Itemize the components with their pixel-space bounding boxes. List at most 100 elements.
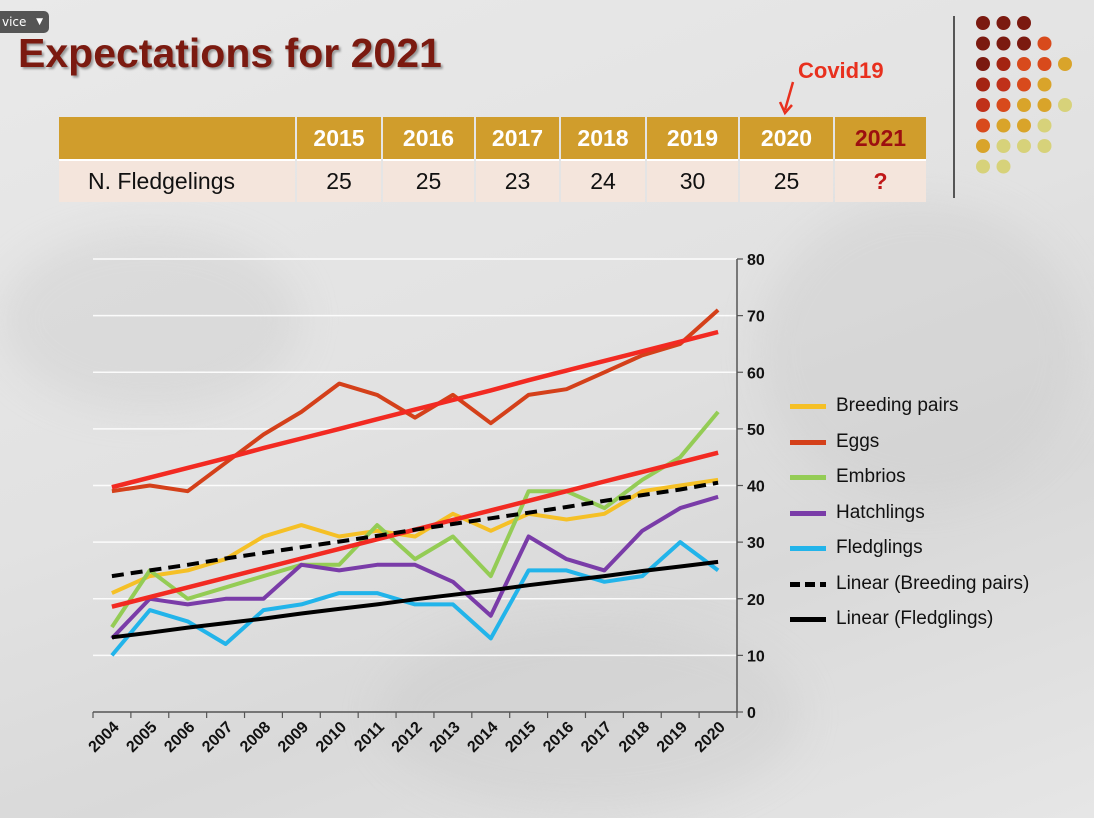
- decor-dot: [1058, 98, 1072, 112]
- table-header-year: 2015: [297, 117, 381, 159]
- x-tick-labels: 2004 2005 2006 2007 2008 2009 2010 2011 2012 2013…: [86, 719, 729, 756]
- red-annotation-trendline: [111, 329, 719, 490]
- table-header-year: 2019: [647, 117, 738, 159]
- background-texture: [760, 200, 1080, 500]
- decor-dot: [976, 139, 990, 153]
- decor-dot: [996, 139, 1011, 153]
- decor-dot: [976, 16, 990, 30]
- table-cell: 25: [383, 159, 474, 202]
- legend-label: Eggs: [836, 430, 880, 452]
- y-tick-label: 80: [747, 252, 765, 269]
- legend-label: Hatchlings: [836, 501, 925, 523]
- y-tick-label: 30: [747, 535, 765, 552]
- decor-dot: [996, 159, 1011, 174]
- y-tick-label: 40: [747, 479, 765, 496]
- legend-label: Linear (Breeding pairs): [836, 572, 1030, 594]
- decor-dot: [1037, 118, 1052, 133]
- decor-dot: [976, 159, 990, 174]
- table-header-year: 2020: [740, 117, 833, 159]
- table-header-year: 2016: [383, 117, 474, 159]
- x-tick-label: 2004: [86, 719, 123, 756]
- trendline-linear-breeding-pairs-: [111, 480, 719, 579]
- down-arrow-icon: [778, 81, 795, 116]
- x-tick-label: 2008: [237, 719, 274, 756]
- table-header-year: 2018: [561, 117, 645, 159]
- y-tick-labels: 0 10 20 30 40 50 60 70 80: [747, 252, 765, 722]
- decor-dot: [996, 77, 1011, 92]
- decor-dot: [1017, 98, 1031, 112]
- table-cell: 24: [561, 159, 645, 202]
- decor-dot: [1017, 118, 1031, 133]
- x-tick-label: 2009: [275, 719, 312, 756]
- x-tick-label: 2013: [427, 719, 464, 756]
- decor-dot: [1037, 77, 1052, 92]
- legend-label: Fledglings: [836, 537, 923, 558]
- table-cell-unknown: ?: [835, 159, 926, 202]
- trendline-linear-fledglings-: [111, 559, 719, 640]
- y-tick-label: 20: [747, 592, 765, 609]
- y-tick-label: 50: [747, 422, 765, 439]
- legend-swatch: [790, 475, 826, 480]
- table-header-year-2021: 2021: [835, 117, 926, 159]
- legend-swatch: [790, 404, 826, 409]
- decor-dot: [976, 77, 990, 92]
- x-tick-label: 2007: [199, 719, 236, 756]
- legend-swatch: [790, 617, 826, 622]
- legend-label: Embrios: [836, 466, 906, 487]
- decor-dot: [1037, 57, 1052, 71]
- decor-dot: [996, 36, 1011, 51]
- series-line-breeding-pairs: [111, 477, 719, 595]
- fledgelings-table: 2015 2016 2017 2018 2019 2020 2021 N. Fl…: [57, 117, 928, 202]
- decor-dot: [1058, 57, 1072, 71]
- x-tick-label: 2018: [616, 719, 653, 756]
- decor-dot: [1017, 139, 1031, 153]
- row-label: N. Fledgelings: [59, 159, 295, 202]
- table-header-empty: [59, 117, 295, 159]
- axes: [92, 258, 743, 718]
- decor-dot: [976, 57, 990, 71]
- legend-swatch: [790, 546, 826, 551]
- series-line-eggs: [111, 308, 720, 494]
- x-tick-label: 2006: [161, 719, 198, 756]
- decor-dot: [996, 57, 1011, 71]
- series-line-hatchlings: [110, 494, 719, 640]
- decor-dot: [1017, 16, 1031, 30]
- table-header-year: 2017: [476, 117, 559, 159]
- decor-dot: [1017, 77, 1031, 92]
- x-tick-label: 2019: [654, 719, 691, 756]
- decor-dot: [1017, 36, 1031, 51]
- y-tick-label: 70: [747, 309, 765, 326]
- table-cell: 25: [740, 159, 833, 202]
- table-header-row: 2015 2016 2017 2018 2019 2020 2021: [59, 117, 926, 159]
- y-tick-label: 0: [747, 705, 756, 722]
- decor-dot: [1037, 98, 1052, 112]
- legend-swatch: [790, 581, 826, 587]
- x-tick-label: 2011: [351, 719, 388, 756]
- legend-label: Linear (Fledglings): [836, 608, 994, 629]
- series-line-embrios: [110, 410, 720, 629]
- x-tick-label: 2005: [123, 719, 160, 756]
- x-tick-label: 2014: [464, 719, 501, 756]
- decor-dot: [976, 118, 990, 133]
- series-lines: [110, 308, 720, 657]
- decor-dot: [1037, 139, 1052, 153]
- background-texture: [0, 230, 300, 410]
- chevron-down-icon: ▼: [36, 17, 43, 27]
- decor-dot: [976, 98, 990, 112]
- table-cell: 30: [647, 159, 738, 202]
- device-dropdown-button[interactable]: vice ▼: [0, 11, 49, 33]
- legend-label: Breeding pairs: [836, 395, 959, 416]
- table-cell: 23: [476, 159, 559, 202]
- decor-dot: [996, 118, 1011, 133]
- legend-swatch: [790, 439, 826, 445]
- x-tick-label: 2012: [389, 719, 426, 756]
- series-line-fledglings: [110, 540, 720, 657]
- page-title: Expectations for 2021: [18, 30, 442, 76]
- table-cell: 25: [297, 159, 381, 202]
- decor-dot: [996, 98, 1011, 112]
- decor-dot: [996, 16, 1011, 30]
- table-row: N. Fledgelings 25 25 23 24 30 25 ?: [59, 159, 926, 202]
- decor-dot: [1037, 36, 1052, 51]
- decor-dot: [1017, 57, 1031, 71]
